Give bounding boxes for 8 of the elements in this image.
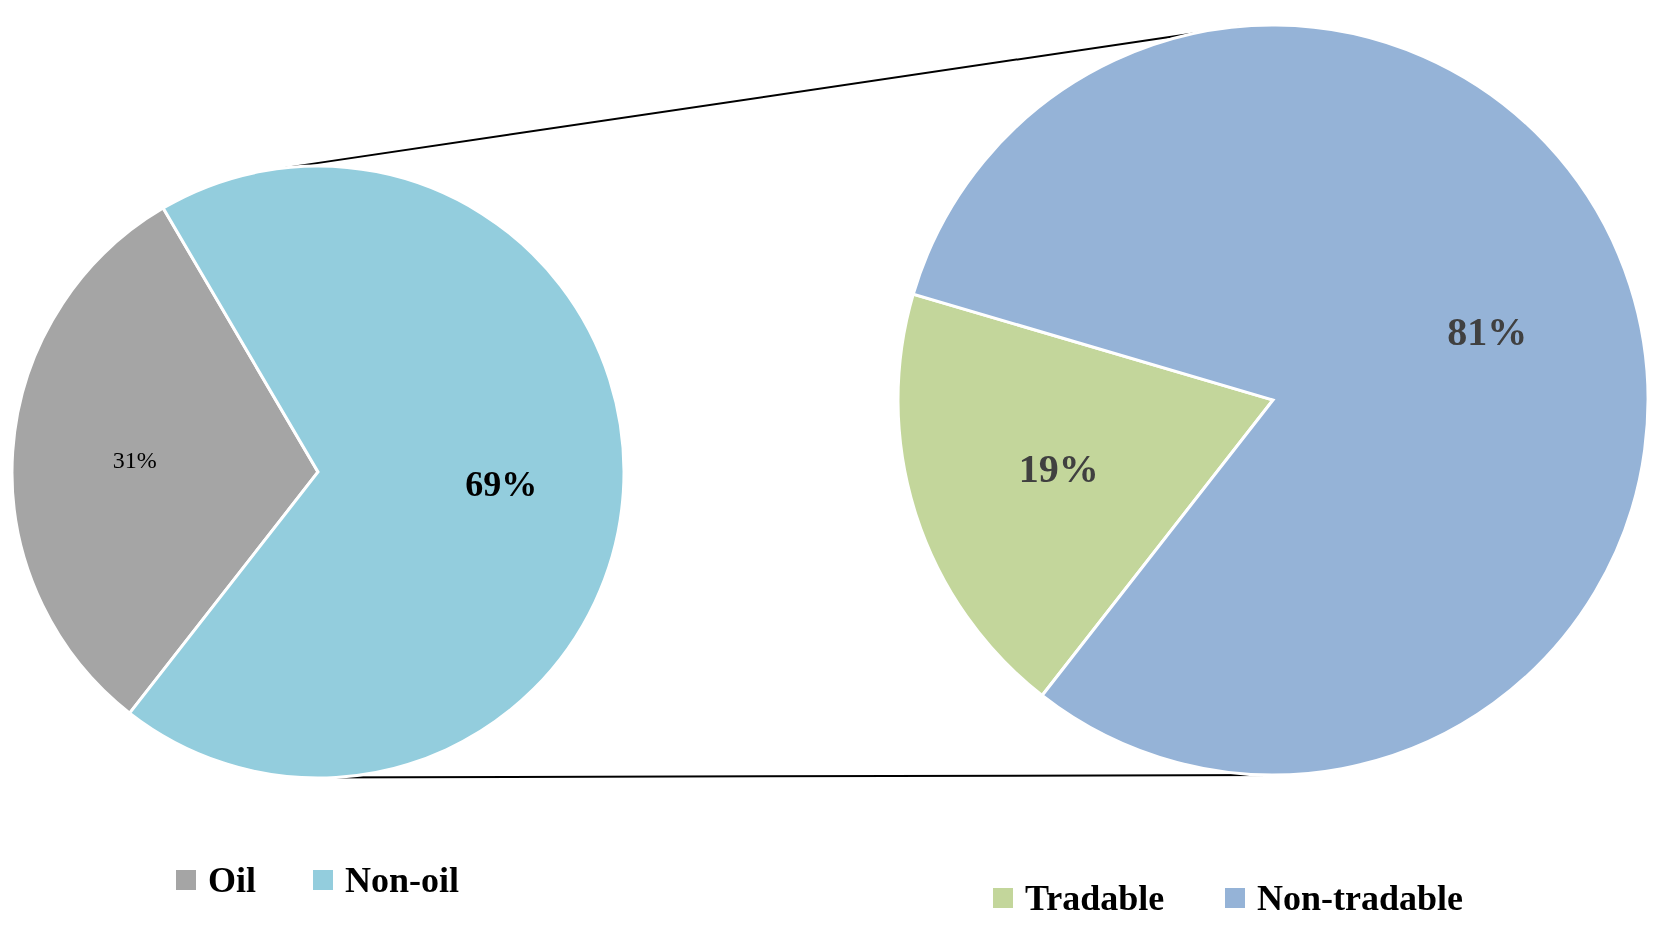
data-label: 81% — [1447, 308, 1528, 354]
legend-label: Tradable — [1025, 878, 1165, 918]
legend-label: Non-oil — [345, 860, 460, 900]
legend-label: Oil — [208, 860, 257, 900]
legend-label: Non-tradable — [1257, 878, 1464, 918]
data-label: 31% — [112, 446, 157, 473]
data-label: 19% — [1018, 446, 1099, 492]
data-label: 69% — [465, 464, 538, 505]
